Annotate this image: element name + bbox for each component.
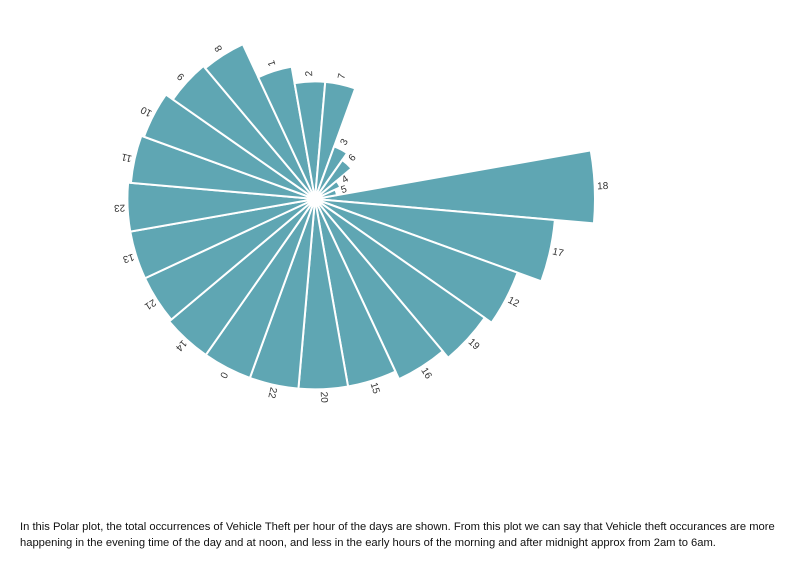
tick-label-hour-18: 18 [597,181,609,192]
bar-hour-5 [314,188,339,200]
bar-hour-14 [167,198,316,357]
bar-hour-17 [314,198,556,283]
tick-label-hour-8: 8 [213,42,226,53]
bars-group [126,42,596,391]
tick-label-hour-11: 11 [120,151,133,164]
bar-hour-19 [314,198,487,360]
bar-hour-9 [171,64,316,200]
tick-label-hour-1: 1 [266,58,278,67]
tick-label-hour-23: 23 [113,202,125,213]
tick-label-hour-0: 0 [217,370,230,380]
bar-hour-1 [256,65,316,200]
tick-label-hour-7: 7 [336,72,348,80]
tick-label-hour-2: 2 [304,70,315,76]
tick-label-hour-22: 22 [265,386,278,400]
tick-label-hour-20: 20 [318,391,329,403]
tick-label-hour-10: 10 [139,103,154,118]
tick-label-hour-3: 3 [339,137,352,147]
bar-hour-18 [314,149,596,225]
tick-label-hour-4: 4 [340,173,351,186]
tick-label-hour-17: 17 [551,246,565,259]
tick-label-hour-5: 5 [340,184,349,196]
tick-label-hour-15: 15 [368,381,382,395]
tick-label-hour-6: 6 [347,152,359,164]
tick-label-hour-12: 12 [506,295,521,310]
tick-label-hour-13: 13 [121,251,135,265]
tick-label-hour-9: 9 [175,70,187,82]
bar-hour-12 [314,198,519,325]
bar-hour-8 [203,42,316,200]
bar-hour-6 [314,158,353,200]
bar-hour-23 [126,181,316,233]
bar-hour-4 [314,179,342,200]
bar-hour-16 [314,198,445,381]
bar-hour-10 [142,93,316,200]
chart-caption: In this Polar plot, the total occurrence… [20,521,775,549]
